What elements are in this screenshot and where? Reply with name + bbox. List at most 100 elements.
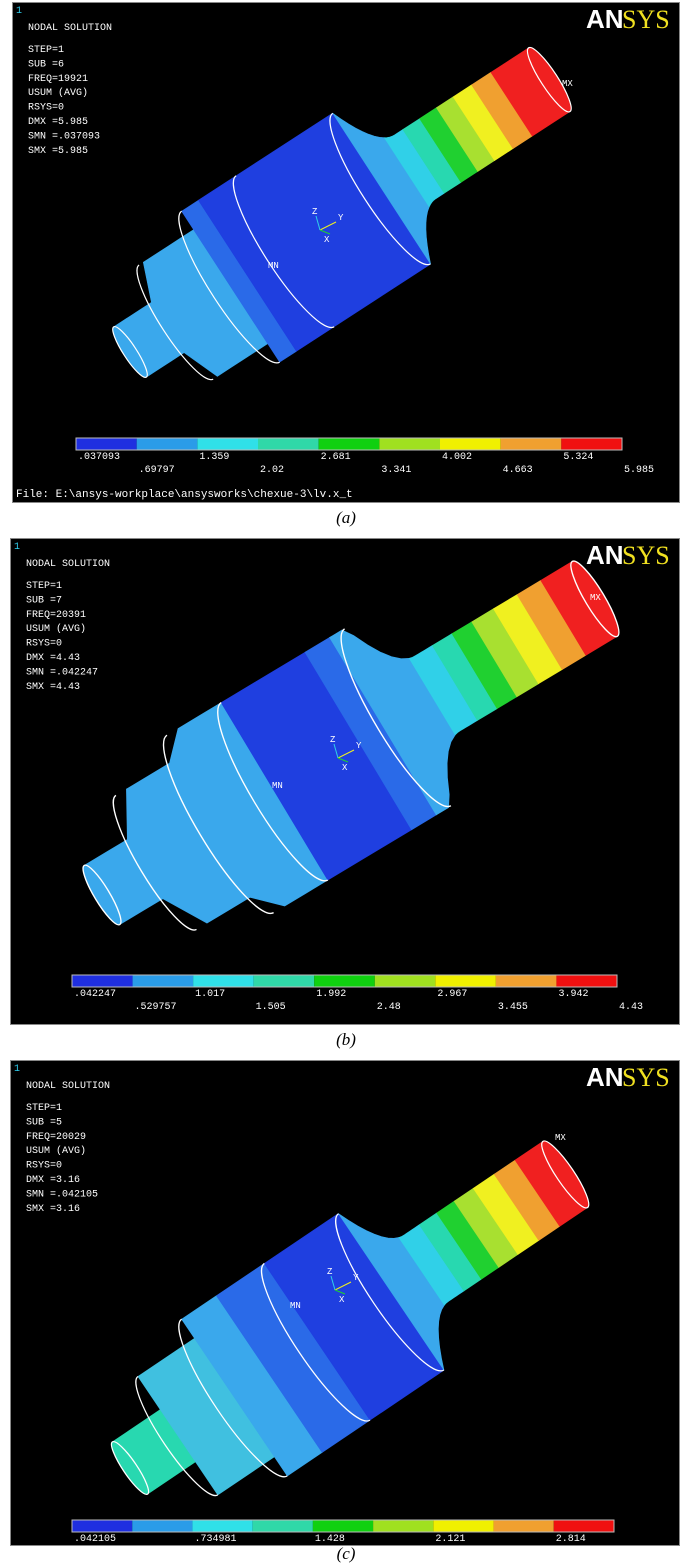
legend-label: 5.985	[624, 465, 654, 476]
axis-y-label: Y	[338, 213, 344, 223]
legend-swatch	[258, 438, 319, 450]
legend-swatch	[193, 975, 254, 987]
solution-info: SMX =5.985	[28, 146, 88, 157]
legend-swatch	[72, 1520, 132, 1532]
legend-label: 3.942	[558, 989, 588, 1000]
solution-info: SMN =.042247	[26, 667, 98, 678]
solution-info: DMX =3.16	[26, 1175, 80, 1186]
solution-info: RSYS=0	[26, 639, 62, 650]
legend-swatch	[440, 438, 501, 450]
legend-label: 5.324	[563, 452, 593, 463]
legend-label: 3.455	[498, 1002, 528, 1013]
legend-label: 1.017	[195, 989, 225, 1000]
axis-y-label: Y	[353, 1273, 359, 1283]
legend-swatch	[435, 975, 496, 987]
legend-label: 4.002	[442, 452, 472, 463]
legend-swatch	[501, 438, 562, 450]
solution-info: DMX =5.985	[28, 117, 88, 128]
axis-x-label: X	[342, 763, 348, 773]
ansys-window: 1 NODAL SOLUTION STEP=1 SUB =7 FREQ=20391 USU…	[10, 538, 680, 1025]
logo-sys: SYS	[622, 1063, 670, 1092]
legend-label: 1.359	[199, 452, 229, 463]
shaft-model	[71, 1091, 625, 1546]
solution-info: SUB =5	[26, 1117, 62, 1128]
shaft-model	[42, 538, 656, 988]
logo-sys: SYS	[622, 5, 670, 34]
solution-info: FREQ=20029	[26, 1132, 86, 1143]
legend-swatch	[319, 438, 380, 450]
window-number: 1	[14, 542, 20, 553]
solution-info: DMX =4.43	[26, 653, 80, 664]
panel-caption: (b)	[0, 1030, 692, 1050]
legend-swatch	[556, 975, 617, 987]
max-label: MX	[590, 593, 601, 603]
axis-z-label: Z	[327, 1267, 333, 1277]
solution-info: SMN =.037093	[28, 131, 100, 142]
min-label: MN	[272, 781, 283, 791]
legend-swatch	[561, 438, 622, 450]
legend-label: .042247	[74, 989, 116, 1000]
legend-swatch	[314, 975, 375, 987]
legend-label: 1.505	[256, 1002, 286, 1013]
solution-info: STEP=1	[26, 1103, 62, 1114]
legend-label: 4.43	[619, 1002, 643, 1013]
legend-label: 2.681	[321, 452, 351, 463]
figure-page: 1NODAL SOLUTIONSTEP=1SUB =6FREQ=19921USU…	[0, 0, 692, 1564]
solution-info: STEP=1	[26, 581, 62, 592]
logo-sys: SYS	[622, 541, 670, 570]
legend-swatch	[133, 975, 194, 987]
legend-label: .69797	[139, 465, 175, 476]
legend-swatch	[375, 975, 436, 987]
legend-label: .529757	[135, 1002, 177, 1013]
axis-x-label: X	[324, 235, 330, 245]
logo-an: AN	[586, 4, 624, 34]
legend-swatch	[313, 1520, 373, 1532]
legend-label: 1.992	[316, 989, 346, 1000]
legend-label: 2.967	[437, 989, 467, 1000]
solution-info: USUM (AVG)	[28, 87, 88, 99]
solution-info: SUB =7	[26, 595, 62, 606]
solution-info: SMN =.042105	[26, 1189, 98, 1200]
solution-info: SUB =6	[28, 59, 64, 70]
axis-z-label: Z	[330, 735, 336, 745]
legend-swatch	[496, 975, 557, 987]
solution-info: RSYS=0	[26, 1161, 62, 1172]
legend-label: 4.663	[503, 465, 533, 476]
panel-caption: (a)	[0, 508, 692, 528]
legend-swatch	[494, 1520, 554, 1532]
solution-info: STEP=1	[28, 45, 64, 56]
legend-swatch	[132, 1520, 192, 1532]
axis-y-label: Y	[356, 741, 362, 751]
legend-swatch	[373, 1520, 433, 1532]
min-label: MN	[268, 261, 279, 271]
legend-label: 2.48	[377, 1002, 401, 1013]
plot-title: NODAL SOLUTION	[26, 559, 110, 570]
solution-info: SMX =3.16	[26, 1204, 80, 1215]
legend-swatch	[253, 1520, 313, 1532]
axis-z-label: Z	[312, 207, 318, 217]
legend-swatch	[137, 438, 198, 450]
legend-swatch	[254, 975, 315, 987]
legend-swatch	[76, 438, 137, 450]
plot-title: NODAL SOLUTION	[28, 23, 112, 34]
file-path: File: E:\ansys-workplace\ansysworks\chex…	[16, 489, 353, 501]
legend-label: 2.02	[260, 465, 284, 476]
solution-info: SMX =4.43	[26, 682, 80, 693]
solution-info: FREQ=20391	[26, 610, 86, 621]
legend-swatch	[433, 1520, 493, 1532]
axis-x-label: X	[339, 1295, 345, 1305]
solution-info: USUM (AVG)	[26, 623, 86, 635]
legend-swatch	[192, 1520, 252, 1532]
legend-label: .037093	[78, 452, 120, 463]
window-number: 1	[14, 1064, 20, 1075]
panel-caption: (c)	[0, 1544, 692, 1564]
plot-title: NODAL SOLUTION	[26, 1081, 110, 1092]
logo-an: AN	[586, 540, 624, 570]
solution-info: RSYS=0	[28, 103, 64, 114]
legend-label: 3.341	[381, 465, 411, 476]
max-label: MX	[555, 1133, 566, 1143]
legend-swatch	[379, 438, 440, 450]
legend-swatch	[554, 1520, 614, 1532]
